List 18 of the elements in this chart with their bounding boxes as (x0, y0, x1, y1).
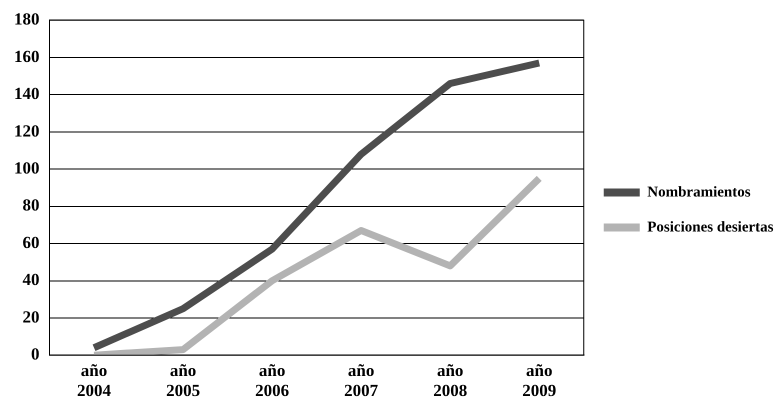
y-tick-label: 0 (31, 344, 40, 364)
x-tick-label: año 2008 (433, 360, 468, 400)
legend-label: Nombramientos (647, 184, 751, 200)
y-tick-label: 140 (14, 84, 40, 104)
x-tick-label: año 2009 (522, 360, 556, 400)
x-tick-label: año 2004 (77, 360, 112, 400)
y-tick-label: 60 (22, 232, 40, 252)
y-tick-label: 160 (14, 46, 40, 66)
y-tick-label: 40 (22, 270, 40, 290)
x-tick-label: año 2005 (166, 360, 200, 400)
y-tick-label: 100 (14, 158, 40, 178)
legend-label: Posiciones desiertas (647, 219, 774, 236)
y-tick-label: 120 (14, 121, 40, 140)
y-tick-label: 20 (22, 307, 40, 326)
y-tick-label: 180 (14, 10, 40, 29)
x-tick-label: año 2007 (344, 360, 379, 400)
x-tick-label: año 2006 (255, 360, 290, 400)
y-tick-label: 80 (22, 196, 40, 215)
